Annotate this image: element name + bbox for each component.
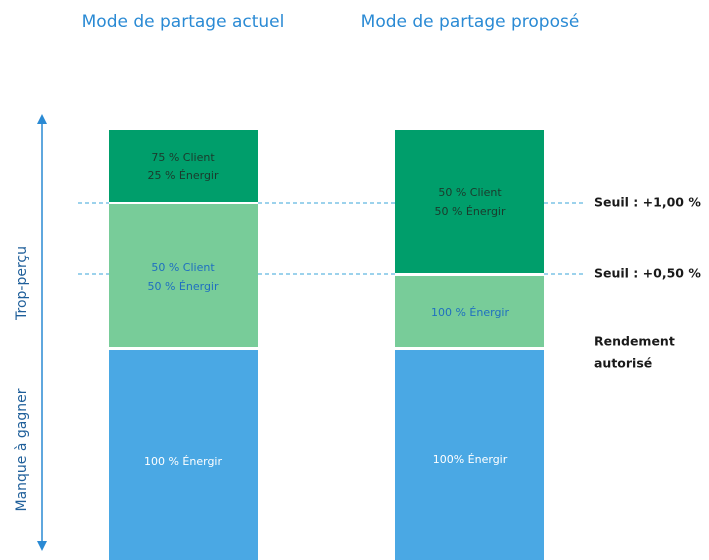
baseline-label: Rendement [594, 334, 675, 349]
segment [109, 204, 258, 347]
title: Mode de partage actuel [82, 12, 285, 32]
segment [395, 350, 544, 560]
segment-label: 50 % Client [151, 261, 215, 274]
baseline-label: autorisé [594, 356, 652, 371]
threshold-label: Seuil : +1,00 % [594, 195, 701, 210]
title: Mode de partage proposé [361, 12, 580, 32]
segment-label: 50 % Énergir [434, 205, 505, 218]
segment-label: 50 % Énergir [147, 280, 218, 293]
segment-label: 100 % Énergir [431, 306, 509, 319]
segment [395, 276, 544, 347]
arrow-head [37, 114, 47, 124]
segment-label: 100 % Énergir [144, 455, 222, 468]
arrow-head [37, 541, 47, 551]
segment [109, 130, 258, 202]
segment-label: 50 % Client [438, 186, 502, 199]
segment [395, 130, 544, 273]
axis-label: Manque à gagner [14, 388, 30, 511]
segment [109, 350, 258, 560]
segment-label: 25 % Énergir [147, 169, 218, 182]
segment-label: 100% Énergir [433, 453, 508, 466]
segment-label: 75 % Client [151, 151, 215, 164]
axis-label: Trop-perçu [14, 246, 30, 321]
threshold-label: Seuil : +0,50 % [594, 266, 701, 281]
